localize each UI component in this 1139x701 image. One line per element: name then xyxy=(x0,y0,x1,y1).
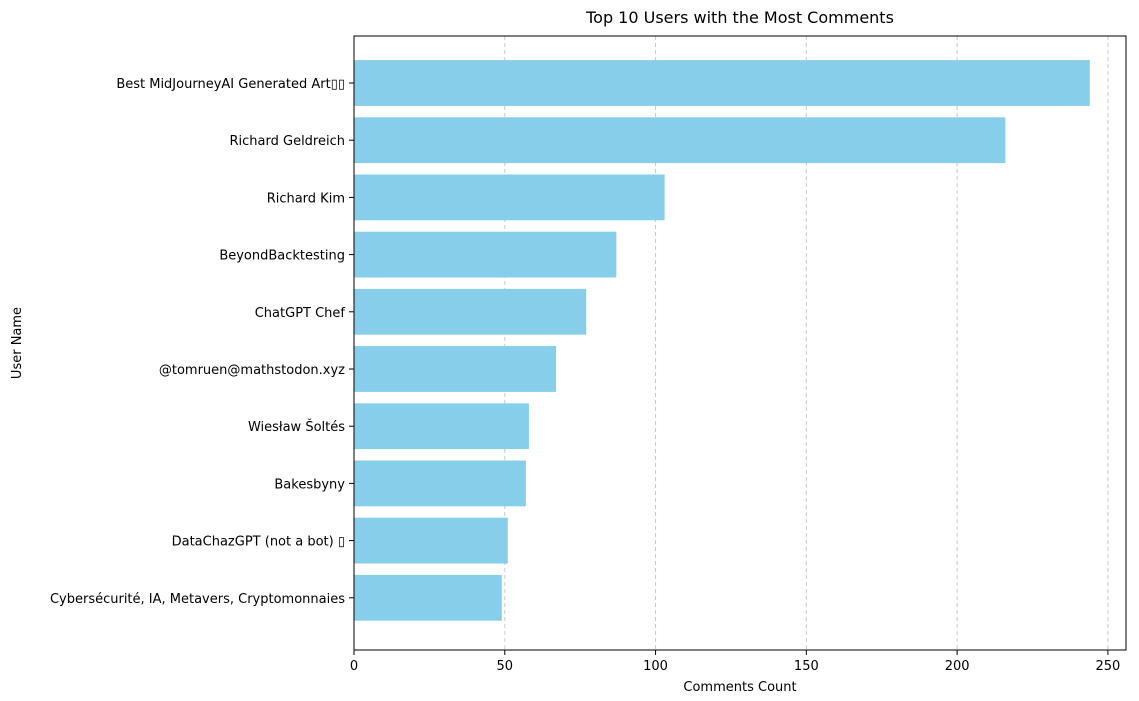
bar xyxy=(354,403,529,450)
y-tick-label: Richard Geldreich xyxy=(230,134,346,149)
bar xyxy=(354,231,617,278)
bar xyxy=(354,460,526,507)
bar xyxy=(354,288,587,335)
y-tick-label: @tomruen@mathstodon.xyz xyxy=(159,363,345,378)
plot-frame xyxy=(353,35,1127,651)
bar xyxy=(354,174,665,221)
y-tick-label: Cybersécurité, IA, Metavers, Cryptomonna… xyxy=(50,592,345,607)
x-tick-label: 150 xyxy=(794,659,819,674)
y-tick-label: BeyondBacktesting xyxy=(219,249,345,264)
y-tick-labels: Best MidJourneyAI Generated Art▯▯ Richard… xyxy=(50,77,354,607)
x-tick-labels: 0 50 100 150 200 250 xyxy=(350,650,1120,674)
x-tick-label: 100 xyxy=(643,659,668,674)
bars xyxy=(354,60,1090,621)
bar xyxy=(354,346,557,392)
y-tick-label: ChatGPT Chef xyxy=(255,306,346,321)
bar xyxy=(354,60,1090,106)
bar xyxy=(354,517,508,564)
y-tick-label: Bakesbyny xyxy=(274,477,345,492)
y-axis-label: User Name xyxy=(10,307,25,379)
x-tick-label: 0 xyxy=(350,659,358,674)
bar xyxy=(354,117,1006,164)
y-tick-label: Wiesław Šoltés xyxy=(248,419,345,435)
chart-title: Top 10 Users with the Most Comments xyxy=(585,8,894,27)
bar xyxy=(354,574,502,621)
x-tick-label: 250 xyxy=(1095,659,1120,674)
x-axis-label: Comments Count xyxy=(683,680,796,695)
y-tick-label: Best MidJourneyAI Generated Art▯▯ xyxy=(116,77,345,92)
y-tick-label: Richard Kim xyxy=(267,191,345,206)
x-tick-label: 200 xyxy=(945,659,970,674)
x-tick-label: 50 xyxy=(497,659,514,674)
y-tick-label: DataChazGPT (not a bot) ▯ xyxy=(172,535,345,550)
